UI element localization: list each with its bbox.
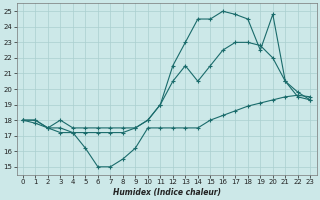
X-axis label: Humidex (Indice chaleur): Humidex (Indice chaleur) (113, 188, 220, 197)
